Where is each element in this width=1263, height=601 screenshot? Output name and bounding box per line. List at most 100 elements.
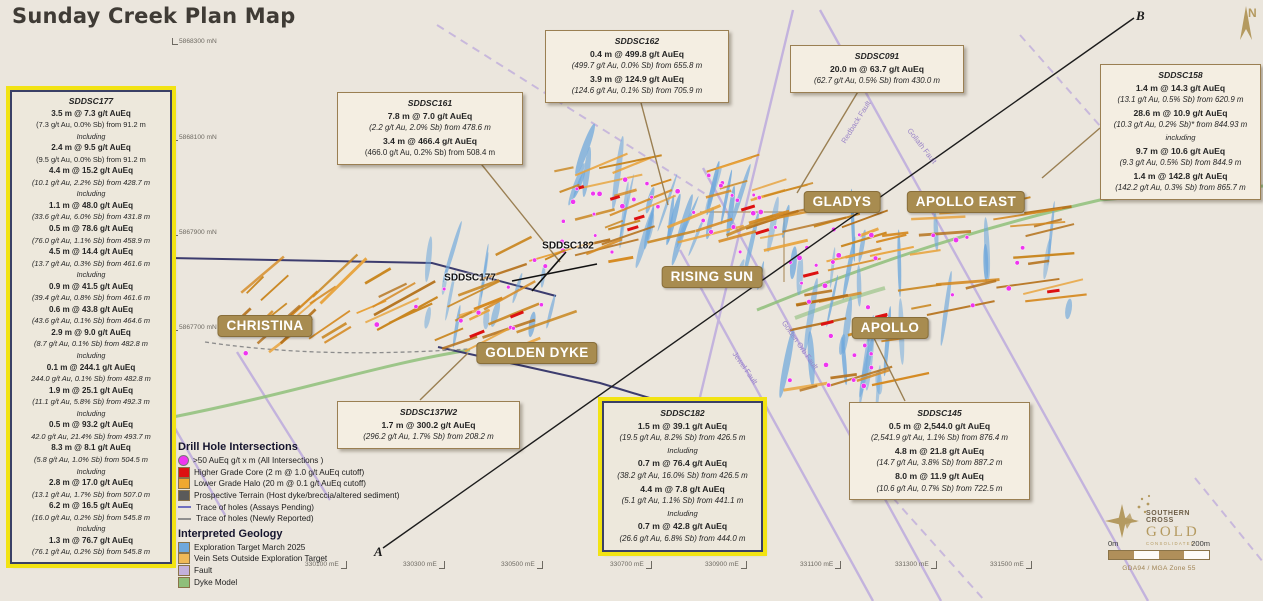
- page-title: Sunday Creek Plan Map: [12, 4, 296, 28]
- legend-intersections-title: Drill Hole Intersections: [178, 441, 298, 453]
- legend-item-label: Higher Grade Core (2 m @ 1.0 g/t AuEq cu…: [194, 467, 365, 477]
- north-arrow-icon: [1240, 6, 1252, 40]
- intercept-line: 0.5 m @ 2,544.0 g/t AuEq: [888, 420, 991, 431]
- zone-label-golden-dyke: GOLDEN DYKE: [476, 342, 598, 364]
- hole-id-label: SDDSC145: [917, 408, 962, 418]
- intercept-line: (499.7 g/t Au, 0.0% Sb) from 655.8 m: [571, 61, 703, 71]
- northing-tick: 5868300 mN: [172, 38, 217, 45]
- easting-tick: 330300 mE: [403, 561, 445, 569]
- legend-item-label: Exploration Target March 2025: [194, 542, 306, 552]
- legend-item: >50 AuEq g/t x m (All Intersections ): [178, 455, 400, 467]
- legend-swatch-square: [178, 553, 190, 565]
- intercept-line: (9.5 g/t Au, 0.0% Sb) from 91.2 m: [36, 154, 146, 164]
- zone-label-christina: CHRISTINA: [217, 315, 313, 337]
- intercept-line: 6.2 m @ 16.5 g/t AuEq: [48, 501, 134, 511]
- intercept-line: Including: [76, 351, 106, 361]
- northing-label: 5867700 mN: [179, 324, 217, 331]
- intercept-line: (11.1 g/t Au, 5.8% Sb) from 492.3 m: [32, 397, 150, 407]
- intercept-line: 1.1 m @ 48.0 g/t AuEq: [48, 200, 134, 210]
- easting-tick: 330900 mE: [705, 561, 747, 569]
- intercept-line: (5.1 g/t Au, 1.1% Sb) from 441.1 m: [621, 496, 744, 506]
- legend-item-label: >50 AuEq g/t x m (All Intersections ): [193, 456, 324, 466]
- intercept-line: 1.7 m @ 300.2 g/t AuEq: [381, 419, 476, 430]
- easting-tick: 331300 mE: [895, 561, 937, 569]
- section-marker-a: A: [374, 544, 383, 559]
- northing-tick: 5867700 mN: [172, 324, 217, 331]
- fault-lines-dashed: [436, 24, 1263, 601]
- intercept-line: (2.2 g/t Au, 2.0% Sb) from 478.6 m: [369, 123, 491, 133]
- intercept-line: (10.3 g/t Au, 0.2% Sb)* from 844.93 m: [1113, 120, 1248, 130]
- intercept-line: 28.6 m @ 10.9 g/t AuEq: [1133, 107, 1228, 118]
- legend-swatch-dot: [178, 455, 189, 467]
- intercept-line: 3.9 m @ 124.9 g/t AuEq: [589, 73, 685, 84]
- easting-label: 330900 mE: [705, 561, 739, 568]
- callout-leader-lines: [419, 84, 1101, 402]
- hole-id-label: SDDSC137W2: [399, 407, 458, 417]
- legend-item: Lower Grade Halo (20 m @ 0.1 g/t AuEq cu…: [178, 478, 400, 490]
- legend-swatch-square: [178, 478, 190, 490]
- intercept-line: 1.3 m @ 76.7 g/t AuEq: [48, 535, 134, 545]
- intercept-line: 20.0 m @ 63.7 g/t AuEq: [829, 63, 925, 74]
- intercept-line: (76.1 g/t Au, 0.2% Sb) from 545.8 m: [31, 547, 151, 557]
- intercept-line: (38.2 g/t Au, 16.0% Sb) from 426.5 m: [617, 470, 748, 480]
- intercept-line: (19.5 g/t Au, 8.2% Sb) from 426.5 m: [619, 433, 746, 443]
- intercept-line: 4.5 m @ 14.4 g/t AuEq: [48, 247, 134, 257]
- legend-swatch-line: [178, 505, 191, 509]
- intercept-line: 0.9 m @ 41.5 g/t AuEq: [48, 281, 134, 291]
- southern-cross-star-icon: [1105, 494, 1151, 538]
- easting-label: 330100 mE: [305, 561, 339, 568]
- northing-label: 5868100 mN: [179, 134, 217, 141]
- legend-item-label: Trace of holes (Assays Pending): [196, 502, 315, 512]
- north-label: N: [1248, 6, 1257, 20]
- callout-sddsc161: SDDSC161 7.8 m @ 7.0 g/t AuEq (2.2 g/t Au,…: [337, 92, 523, 165]
- intercept-line: 4.4 m @ 15.2 g/t AuEq: [48, 166, 134, 176]
- intercept-line: (8.7 g/t Au, 0.1% Sb) from 482.8 m: [34, 339, 148, 349]
- hole-id-label: SDDSC161: [407, 98, 453, 108]
- intercept-line: (26.6 g/t Au, 6.8% Sb) from 444.0 m: [619, 533, 746, 543]
- zone-label-apollo-east: APOLLO EAST: [906, 191, 1026, 213]
- legend-item-label: Trace of holes (Newly Reported): [196, 514, 314, 524]
- intercept-line: (76.0 g/t Au, 1.1% Sb) from 458.9 m: [31, 235, 151, 245]
- easting-label: 330700 mE: [610, 561, 644, 568]
- callout-sddsc137w2: SDDSC137W2 1.7 m @ 300.2 g/t AuEq (296.2 g…: [337, 401, 520, 449]
- intercept-line: 7.8 m @ 7.0 g/t AuEq: [387, 110, 473, 121]
- scale-end-label: 200m: [1191, 539, 1210, 548]
- legend-swatch-square: [178, 541, 190, 553]
- intercept-line: 244.0 g/t Au, 0.1% Sb) from 482.8 m: [31, 374, 151, 384]
- intercept-line: Including: [76, 408, 106, 418]
- easting-tick: 330100 mE: [305, 561, 347, 569]
- northing-label: 5867900 mN: [179, 229, 217, 236]
- callout-sddsc182: SDDSC182 1.5 m @ 39.1 g/t AuEq (19.5 g/t A…: [598, 397, 767, 556]
- legend-item-label: Prospective Terrain (Host dyke/breccia/a…: [194, 491, 400, 501]
- intercept-line: 2.9 m @ 9.0 g/t AuEq: [51, 327, 131, 337]
- easting-label: 331100 mE: [800, 561, 834, 568]
- intercept-line: Including: [667, 445, 698, 455]
- intercept-line: (5.8 g/t Au, 1.0% Sb) from 504.5 m: [34, 454, 148, 464]
- intercept-line: 4.4 m @ 7.8 g/t AuEq: [640, 483, 725, 494]
- intercept-line: (13.7 g/t Au, 0.3% Sb) from 461.6 m: [31, 258, 151, 268]
- legend-item: Exploration Target March 2025: [178, 541, 400, 554]
- zone-label-rising-sun: RISING SUN: [661, 266, 763, 288]
- intercept-line: 1.9 m @ 25.1 g/t AuEq: [48, 385, 134, 395]
- northing-tick: 5867900 mN: [172, 229, 217, 236]
- intercept-line: 0.5 m @ 78.6 g/t AuEq: [48, 224, 134, 234]
- map-hole-label-sddsc182: SDDSC182: [542, 240, 594, 252]
- intercept-line: (10.6 g/t Au, 0.7% Sb) from 722.5 m: [876, 483, 1003, 493]
- legend: Drill Hole Intersections >50 AuEq g/t x …: [178, 441, 400, 588]
- intercept-line: (33.6 g/t Au, 6.0% Sb) from 431.8 m: [31, 212, 151, 222]
- legend-swatch-square: [178, 576, 190, 588]
- callout-sddsc091: SDDSC091 20.0 m @ 63.7 g/t AuEq (62.7 g/t …: [790, 45, 964, 93]
- intercept-line: Including: [76, 189, 106, 199]
- intercept-line: 0.4 m @ 499.8 g/t AuEq: [589, 48, 685, 59]
- dyke-model-lines: [167, 184, 1263, 420]
- intercept-line: (2,541.9 g/t Au, 1.1% Sb) from 876.4 m: [871, 433, 1008, 443]
- easting-tick: 331100 mE: [800, 561, 842, 569]
- scale-start-label: 0m: [1108, 539, 1119, 548]
- legend-item-label: Lower Grade Halo (20 m @ 0.1 g/t AuEq cu…: [194, 479, 366, 489]
- intercept-line: 0.7 m @ 42.8 g/t AuEq: [637, 521, 728, 532]
- callout-sddsc145: SDDSC145 0.5 m @ 2,544.0 g/t AuEq (2,541.9…: [849, 402, 1030, 501]
- intercept-line: 0.6 m @ 43.8 g/t AuEq: [48, 304, 134, 314]
- map-hole-label-sddsc177: SDDSC177: [444, 272, 496, 284]
- logo-main-text: GOLD: [1146, 524, 1200, 540]
